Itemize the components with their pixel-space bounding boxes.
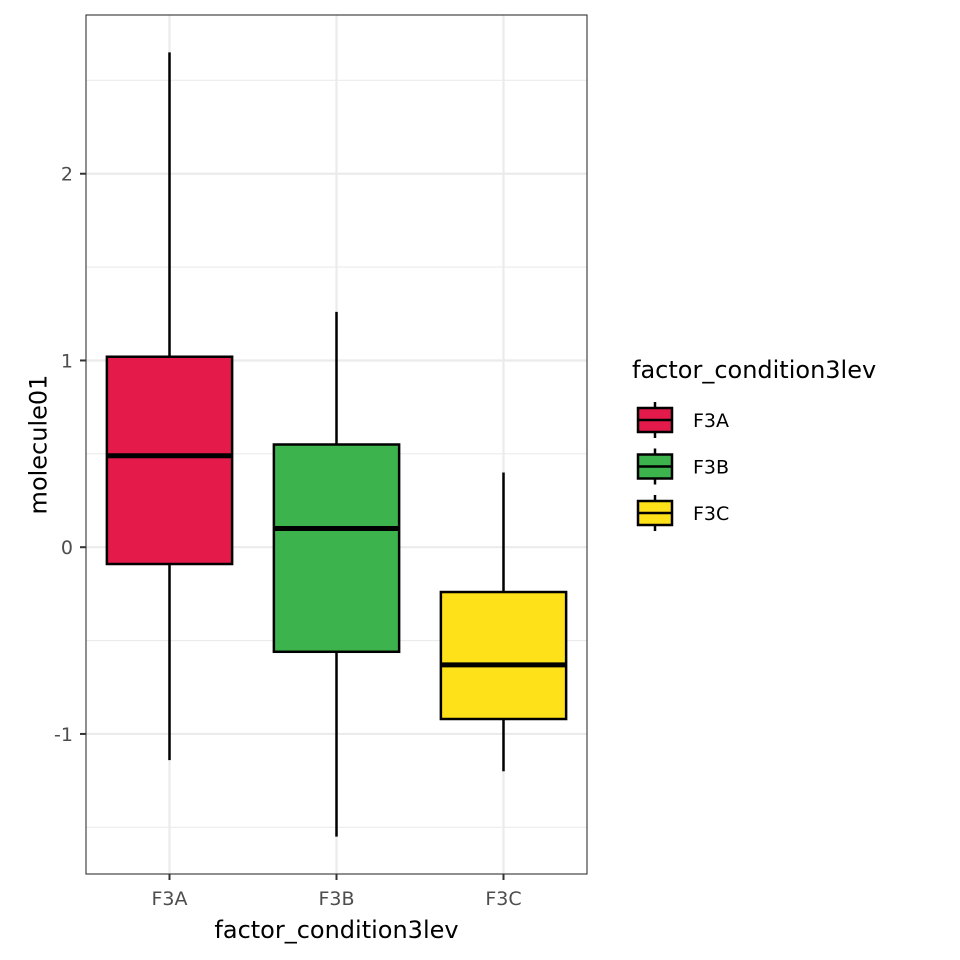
y-axis: -1 0 1 2 — [54, 164, 86, 746]
box-iqr — [105, 355, 234, 566]
x-tick-label: F3C — [485, 888, 521, 910]
legend-item-f3c: F3C — [636, 495, 729, 531]
x-axis-title: factor_condition3lev — [214, 916, 458, 944]
box-f3c — [439, 472, 568, 772]
legend-label: F3A — [693, 410, 729, 432]
y-axis-title: molecule01 — [24, 375, 52, 515]
legend: factor_condition3lev F3A F3B F3C — [632, 356, 876, 531]
box-iqr — [439, 590, 568, 721]
x-axis: F3A F3B F3C — [151, 874, 522, 910]
legend-item-f3b: F3B — [636, 448, 729, 485]
x-tick-label: F3B — [318, 888, 354, 910]
boxes — [105, 52, 568, 837]
y-tick-label: 2 — [61, 164, 73, 186]
legend-title: factor_condition3lev — [632, 356, 876, 384]
x-tick-label: F3A — [151, 888, 187, 910]
y-tick-label: -1 — [54, 724, 73, 746]
legend-item-f3a: F3A — [636, 402, 729, 438]
y-tick-label: 1 — [61, 350, 73, 372]
box-f3b — [272, 311, 401, 837]
legend-label: F3C — [693, 503, 729, 525]
box-iqr — [272, 443, 401, 654]
y-tick-label: 0 — [61, 537, 73, 559]
box-f3a — [105, 52, 234, 761]
legend-label: F3B — [693, 457, 729, 479]
